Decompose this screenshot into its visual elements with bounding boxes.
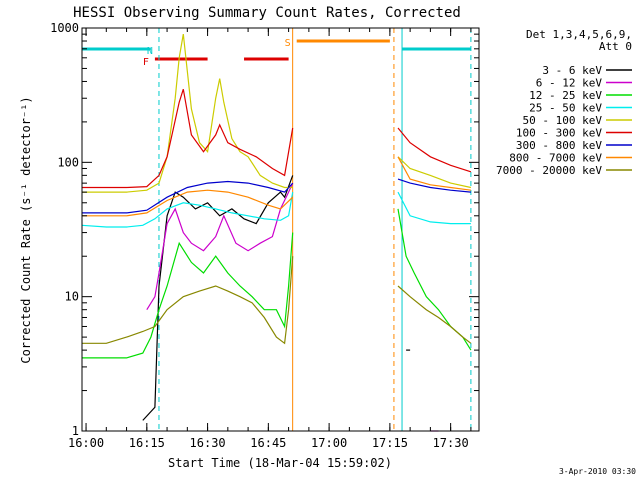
legend-label: 7000 - 20000 keV (496, 164, 602, 177)
series-line-7000-20000-kev (82, 256, 294, 345)
y-tick-label: 10 (65, 290, 79, 304)
legend-label: 800 - 7000 keV (509, 152, 602, 165)
series-line-50-100-kev (82, 33, 293, 193)
legend-title: Att 0 (599, 40, 632, 53)
x-tick-label: 17:15 (372, 436, 408, 450)
y-axis-label: Corrected Count Rate (s⁻¹ detector⁻¹) (19, 96, 33, 363)
axes: 16:00 16:15 16:30 16:45 17:00 17:15 17:30 1 10 10… (50, 21, 479, 450)
plot-area: NF S (81, 28, 472, 432)
legend-label: 3 - 6 keV (542, 64, 602, 77)
series-line-300-800-kev (397, 178, 471, 193)
x-tick-label: 17:00 (311, 436, 347, 450)
series-line-800-7000-kev (82, 189, 294, 217)
flag-marker-s: S (285, 38, 291, 49)
legend-title: Det 1,3,4,5,6,9, (526, 28, 632, 41)
series-line-7000-20000-kev (397, 285, 472, 344)
legend-label: 25 - 50 keV (529, 102, 602, 115)
series-line-12-25-kev (82, 232, 294, 359)
series-line-25-50-kev (81, 191, 294, 228)
x-tick-label: 16:00 (68, 436, 104, 450)
series-line-6-12-kev (146, 182, 294, 311)
x-axis-label: Start Time (18-Mar-04 15:59:02) (168, 456, 392, 470)
y-tick-label: 100 (57, 155, 79, 169)
x-tick-label: 16:15 (129, 436, 165, 450)
series-line-800-7000-kev (397, 156, 471, 191)
legend-label: 12 - 25 keV (529, 89, 602, 102)
series-line-25-50-kev (397, 191, 471, 225)
x-tick-label: 17:30 (433, 436, 469, 450)
flag-marker-f: F (143, 57, 149, 68)
flag-marker-n: N (147, 46, 153, 57)
y-tick-label: 1000 (50, 21, 79, 35)
x-tick-label: 16:30 (190, 436, 226, 450)
series-line-50-100-kev (397, 156, 472, 189)
legend-label: 100 - 300 keV (516, 127, 602, 140)
footer-date: 3-Apr-2010 03:30 (559, 467, 636, 476)
series-line-100-300-kev (82, 89, 294, 189)
y-tick-label: 1 (72, 424, 79, 438)
x-tick-label: 16:45 (250, 436, 286, 450)
series-line-300-800-kev (82, 180, 294, 214)
chart-title: HESSI Observing Summary Count Rates, Cor… (73, 5, 461, 21)
plot-frame (81, 27, 480, 432)
series-line-100-300-kev (397, 127, 472, 173)
legend-label: 300 - 800 keV (516, 139, 602, 152)
legend-label: 50 - 100 keV (523, 114, 603, 127)
legend-label: 6 - 12 keV (536, 77, 603, 90)
